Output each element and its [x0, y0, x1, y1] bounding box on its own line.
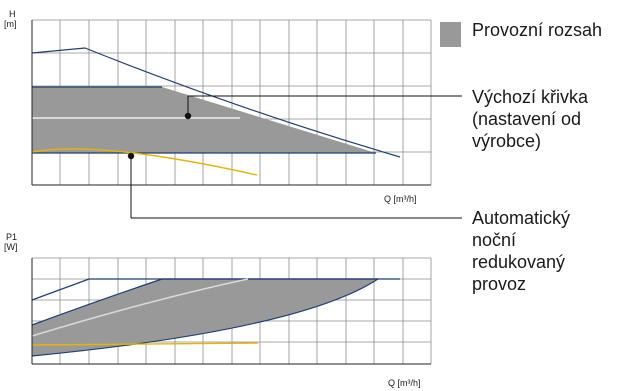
default-curve-callout — [184, 95, 462, 120]
power-axes — [31, 258, 431, 365]
default-curve-annotation: Výchozí křivka (nastavení od výrobce) — [472, 86, 588, 152]
power-y-axis-unit: [W] — [4, 242, 18, 252]
night-mode-annotation-line: Automatický — [472, 208, 571, 228]
head-max-curve — [31, 47, 401, 158]
head-chart — [31, 19, 432, 186]
night-mode-annotation-line: provoz — [472, 274, 527, 294]
head-night-curve — [31, 148, 258, 176]
head-y-axis-label: H — [9, 9, 16, 19]
head-y-axis-unit: [m] — [4, 19, 17, 29]
power-band-lower-curve — [31, 278, 379, 357]
default-curve-annotation-line: (nastavení od — [472, 109, 582, 129]
head-axes — [31, 20, 431, 186]
night-mode-annotation: Automatický noční redukovaný provoz — [472, 207, 570, 295]
legend-swatch — [440, 22, 461, 47]
default-curve-annotation-line: Výchozí křivka — [472, 87, 589, 107]
power-operating-range-band — [32, 279, 378, 356]
night-mode-annotation-line: redukovaný — [472, 252, 566, 272]
night-mode-callout — [127, 152, 462, 219]
night-mode-annotation-line: noční — [472, 230, 517, 250]
power-band-upper-curve — [31, 278, 163, 326]
power-night-curve — [31, 342, 259, 346]
power-chart — [31, 257, 432, 365]
power-max-curve — [31, 278, 400, 301]
power-y-axis-label: P1 — [6, 232, 18, 242]
head-operating-range-band — [32, 87, 376, 153]
head-x-axis-label: Q [m³/h] — [384, 194, 417, 204]
legend-label: Provozní rozsah — [472, 20, 603, 40]
power-x-axis-label: Q [m³/h] — [388, 378, 421, 388]
default-curve-annotation-line: výrobce) — [472, 131, 542, 151]
power-default-curve — [31, 278, 249, 337]
